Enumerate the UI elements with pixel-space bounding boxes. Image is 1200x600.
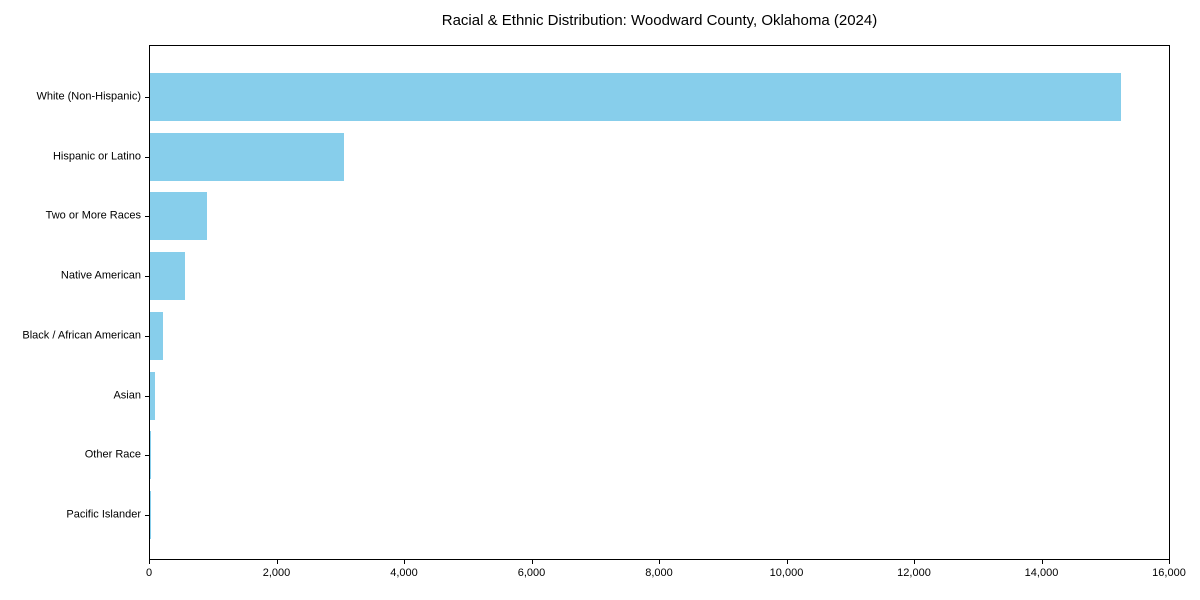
- x-tick-mark: [1169, 560, 1170, 564]
- bar-hispanic-or-latino: [150, 132, 345, 181]
- bar-asian: [150, 371, 156, 420]
- plot-area: [149, 45, 1170, 560]
- x-tick-label: 8,000: [645, 567, 673, 579]
- x-tick-label: 2,000: [262, 567, 291, 579]
- x-tick-label: 6,000: [517, 567, 546, 579]
- y-tick-label: Black / African American: [22, 329, 141, 342]
- bar-two-or-more-races: [150, 192, 208, 241]
- chart-title: Racial & Ethnic Distribution: Woodward C…: [441, 12, 878, 29]
- x-tick-mark: [531, 560, 533, 564]
- x-tick-mark: [404, 560, 405, 564]
- y-tick-label: Two or More Races: [45, 209, 141, 222]
- y-tick-mark: [145, 395, 149, 397]
- bar-native-american: [150, 252, 186, 301]
- y-tick-mark: [145, 276, 149, 278]
- bar-black-african-american: [150, 311, 163, 360]
- y-tick-mark: [145, 216, 149, 218]
- y-tick-label: White (Non-Hispanic): [36, 90, 141, 103]
- x-tick-label: 14,000: [1024, 567, 1059, 579]
- bar-other-race: [150, 431, 151, 480]
- x-tick-mark: [1041, 560, 1043, 564]
- y-tick-label: Pacific Islander: [66, 508, 141, 521]
- x-tick-label: 12,000: [897, 567, 931, 579]
- x-tick-label: 16,000: [1152, 567, 1186, 579]
- x-tick-label: 0: [145, 567, 153, 579]
- x-tick-mark: [786, 560, 788, 564]
- x-tick-mark: [914, 560, 915, 564]
- y-tick-label: Other Race: [84, 448, 141, 461]
- y-tick-mark: [145, 335, 149, 337]
- x-tick-label: 4,000: [390, 567, 418, 579]
- y-tick-mark: [145, 156, 149, 158]
- x-tick-mark: [276, 560, 278, 564]
- y-tick-mark: [145, 96, 149, 98]
- x-tick-mark: [659, 560, 660, 564]
- y-tick-label: Asian: [113, 389, 141, 402]
- x-tick-mark: [149, 560, 150, 564]
- y-tick-label: Hispanic or Latino: [52, 150, 141, 163]
- bar-white-non-hispanic: [150, 72, 1122, 121]
- y-tick-mark: [145, 455, 149, 457]
- y-tick-label: Native American: [60, 269, 141, 282]
- y-tick-mark: [145, 515, 149, 517]
- x-tick-label: 10,000: [769, 567, 804, 579]
